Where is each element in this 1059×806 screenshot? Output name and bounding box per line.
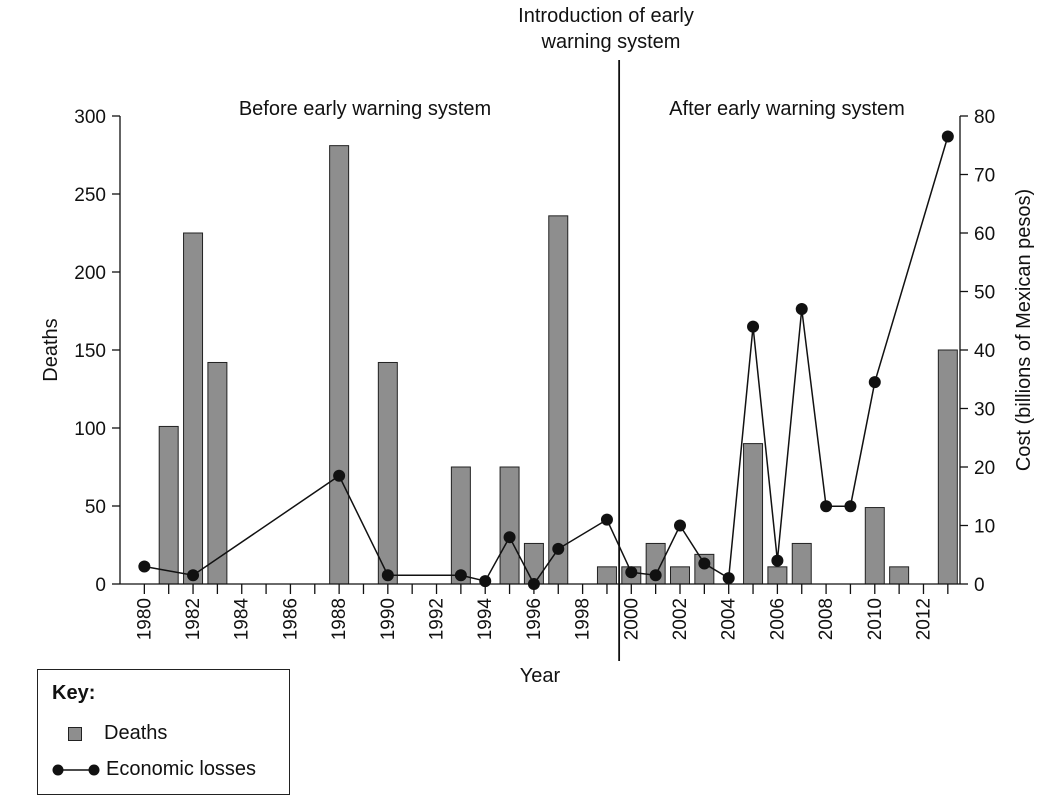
bar-2006: [767, 566, 788, 585]
loss-point-1988: [333, 469, 346, 482]
loss-point-2005: [747, 320, 760, 333]
y-right-tick-label: 10: [974, 517, 995, 538]
bar-1982: [183, 232, 204, 585]
bar-2010: [864, 507, 885, 585]
bar-1993: [450, 466, 471, 585]
y-left-tick-label: 100: [74, 419, 106, 440]
axes: 0 50 100 150 200 250 300 0 10 20 30 40 50 60 70 80 1980 1…: [40, 60, 1035, 687]
key-row-economic-losses: Economic losses: [52, 758, 256, 781]
x-axis-title: Year: [520, 665, 561, 687]
loss-point-2010: [868, 376, 881, 389]
loss-point-2013: [941, 130, 954, 143]
bar-1988: [329, 145, 350, 585]
loss-point-1999: [600, 513, 613, 526]
x-tick-label: 1992: [427, 598, 448, 640]
loss-point-2000: [625, 566, 638, 579]
x-tick-label: 1994: [475, 598, 496, 641]
y-right-tick-label: 40: [974, 341, 995, 362]
bar-1995: [499, 466, 520, 585]
x-tick-label: 2012: [913, 598, 934, 640]
x-tick-label: 2002: [670, 598, 691, 640]
x-tick-label: 1980: [134, 598, 155, 640]
key-label-deaths: Deaths: [104, 722, 168, 744]
loss-point-1990: [381, 569, 394, 582]
loss-point-1980: [138, 560, 151, 573]
loss-point-1996: [527, 578, 540, 590]
before-annotation: Before early warning system: [239, 98, 491, 120]
loss-point-1982: [187, 569, 200, 582]
x-tick-label: 1984: [232, 598, 253, 641]
y-right-tick-label: 70: [974, 166, 995, 187]
x-tick-label: 1990: [378, 598, 399, 640]
x-tick-label: 1996: [524, 598, 545, 640]
y-right-tick-label: 20: [974, 458, 995, 479]
key-row-deaths: Deaths: [68, 722, 167, 745]
y-right-tick-label: 30: [974, 400, 995, 421]
bar-2007: [791, 542, 812, 585]
key-label-economic-losses: Economic losses: [106, 758, 257, 780]
loss-point-2009: [844, 500, 857, 513]
bar-1981: [158, 425, 179, 585]
loss-point-2004: [722, 572, 735, 585]
y-right-tick-label: 80: [974, 107, 995, 128]
bar-swatch-icon: [68, 726, 82, 741]
y-axis-left-title: Deaths: [40, 318, 62, 381]
x-tick-label: 2004: [719, 598, 740, 641]
bar-1990: [377, 361, 398, 585]
x-tick-label: 1982: [183, 598, 204, 640]
loss-point-2006: [771, 554, 784, 567]
y-right-tick-label: 60: [974, 224, 995, 245]
y-axis-right-title: Cost (billions of Mexican pesos): [1013, 189, 1035, 471]
bar-1997: [548, 215, 569, 585]
bar-2011: [889, 566, 910, 585]
bar-2013: [937, 349, 958, 585]
loss-point-1997: [552, 542, 565, 555]
bar-1999: [596, 566, 617, 585]
after-annotation: After early warning system: [669, 98, 905, 120]
y-left-tick-label: 200: [74, 263, 106, 284]
loss-point-2008: [820, 500, 833, 513]
x-tick-label: 2000: [621, 598, 642, 640]
loss-point-2007: [795, 303, 808, 316]
y-left-tick-label: 250: [74, 185, 106, 206]
loss-point-2003: [698, 557, 711, 570]
y-left-tick-label: 50: [85, 497, 106, 518]
y-left-tick-label: 300: [74, 107, 106, 128]
economic-losses-polyline: [144, 136, 949, 586]
x-tick-label: 2010: [865, 598, 886, 640]
x-tick-label: 2008: [816, 598, 837, 640]
x-tick-label: 2006: [767, 598, 788, 640]
x-tick-label: 1988: [329, 598, 350, 640]
loss-point-2001: [649, 569, 662, 582]
annotations: Introduction of early warning system Befor…: [239, 5, 905, 120]
deaths-bars: [158, 145, 958, 585]
economic-losses-line: [138, 130, 954, 590]
bar-2002: [670, 566, 690, 585]
intro-annotation-line2: warning system: [541, 31, 681, 53]
loss-point-1994: [479, 575, 492, 588]
y-right-tick-label: 50: [974, 283, 995, 304]
loss-point-1995: [503, 531, 516, 544]
legend-key: Key: Deaths Economic losses: [37, 669, 290, 795]
x-tick-label: 1986: [280, 598, 301, 640]
x-tick-label: 1998: [573, 598, 594, 640]
bar-1996: [523, 542, 544, 585]
bar-1983: [207, 361, 228, 585]
loss-point-2002: [674, 519, 686, 532]
key-title: Key:: [52, 682, 96, 704]
y-right-tick-label: 0: [974, 575, 985, 596]
intro-annotation-line1: Introduction of early: [518, 5, 694, 27]
loss-point-1993: [454, 569, 467, 582]
bar-2005: [743, 443, 764, 585]
line-marker-swatch-icon: [52, 764, 100, 775]
y-left-tick-label: 150: [74, 341, 106, 362]
y-left-tick-label: 0: [95, 575, 106, 596]
